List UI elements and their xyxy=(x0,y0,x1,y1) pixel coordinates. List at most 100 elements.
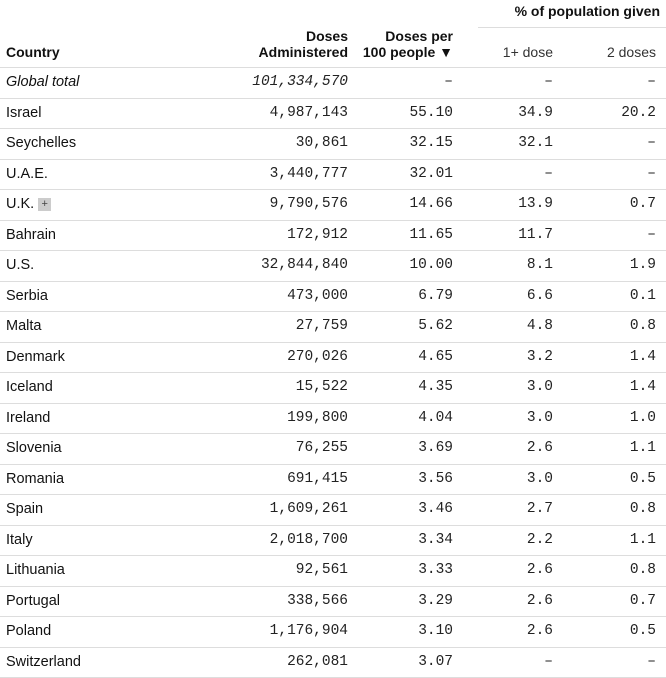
country-name: Denmark xyxy=(6,348,65,365)
country-cell: Portugal xyxy=(6,593,60,609)
table-row: Bahrain 172,912 11.65 11.7 – xyxy=(0,221,666,251)
one-dose-cell: 8.1 xyxy=(526,257,553,273)
population-group-header: % of population given xyxy=(478,0,666,28)
table-row: U.A.E. 3,440,777 32.01 – – xyxy=(0,160,666,190)
doses-cell: 3,440,777 xyxy=(269,165,348,182)
per100-cell: 11.65 xyxy=(409,226,453,243)
country-name: Bahrain xyxy=(6,226,56,243)
per100-cell: 3.29 xyxy=(418,592,453,609)
table-body: Global total 101,334,570 – – – Israel 4,987,14… xyxy=(0,68,666,678)
one-dose-cell: 3.2 xyxy=(526,348,553,365)
country-name: Spain xyxy=(6,501,44,517)
country-cell: Slovenia xyxy=(6,440,62,456)
country-cell: Serbia xyxy=(6,288,48,304)
doses-header[interactable]: Doses Administered xyxy=(259,28,348,60)
one-dose-cell: – xyxy=(544,74,553,90)
table-row: Romania 691,415 3.56 3.0 0.5 xyxy=(0,465,666,495)
country-name: Israel xyxy=(6,104,42,121)
per100-cell: 4.04 xyxy=(418,409,453,426)
table-row: Global total 101,334,570 – – – xyxy=(0,68,666,99)
two-doses-cell: – xyxy=(647,165,656,182)
country-header[interactable]: Country xyxy=(6,44,60,60)
country-name: Iceland xyxy=(6,379,53,395)
expand-button[interactable]: + xyxy=(38,198,52,211)
country-cell: Italy xyxy=(6,532,33,548)
doses-header-line1: Doses xyxy=(305,28,348,44)
one-dose-cell: 2.6 xyxy=(526,562,553,578)
one-dose-cell: – xyxy=(544,653,553,670)
table-row: Malta 27,759 5.62 4.8 0.8 xyxy=(0,312,666,343)
two-doses-cell: 1.0 xyxy=(629,409,656,426)
two-doses-cell: 0.7 xyxy=(629,196,656,212)
two-doses-cell: 0.1 xyxy=(629,287,656,304)
country-cell: Lithuania xyxy=(6,562,65,578)
country-name: Malta xyxy=(6,318,42,334)
table-row: Switzerland 262,081 3.07 – – xyxy=(0,648,666,678)
two-doses-cell: – xyxy=(647,135,656,151)
per100-header-line1: Doses per xyxy=(385,28,453,44)
country-cell: Global total xyxy=(6,74,79,90)
one-dose-header[interactable]: 1+ dose xyxy=(502,44,553,60)
country-cell: Switzerland xyxy=(6,654,81,670)
country-cell: U.A.E. xyxy=(6,166,48,182)
doses-cell: 92,561 xyxy=(295,562,348,578)
doses-cell: 76,255 xyxy=(295,440,348,456)
doses-cell: 9,790,576 xyxy=(269,196,348,212)
country-cell: Ireland xyxy=(6,410,50,426)
table-row: Israel 4,987,143 55.10 34.9 20.2 xyxy=(0,99,666,129)
per100-cell: 4.65 xyxy=(418,348,453,365)
table-row: Denmark 270,026 4.65 3.2 1.4 xyxy=(0,343,666,373)
country-name: U.S. xyxy=(6,257,35,273)
table-row: Slovenia 76,255 3.69 2.6 1.1 xyxy=(0,434,666,465)
country-cell: Denmark xyxy=(6,349,65,365)
per100-cell: 14.66 xyxy=(409,196,453,212)
doses-cell: 473,000 xyxy=(287,287,348,304)
country-name: Global total xyxy=(6,74,80,90)
one-dose-cell: 2.2 xyxy=(526,531,553,548)
two-doses-cell: 20.2 xyxy=(621,104,656,121)
country-cell: Bahrain xyxy=(6,227,56,243)
one-dose-cell: 11.7 xyxy=(518,226,553,243)
doses-cell: 27,759 xyxy=(295,318,348,334)
per100-header[interactable]: Doses per 100 people ▼ xyxy=(363,28,453,60)
country-name: Portugal xyxy=(6,592,61,609)
two-doses-cell: 1.9 xyxy=(629,257,656,273)
one-dose-cell: 13.9 xyxy=(518,196,553,212)
table-row: Spain 1,609,261 3.46 2.7 0.8 xyxy=(0,495,666,526)
per100-cell: 32.15 xyxy=(409,135,453,151)
per100-cell: 3.46 xyxy=(418,501,453,517)
doses-cell: 691,415 xyxy=(287,470,348,487)
country-name: Lithuania xyxy=(6,562,65,578)
per100-header-line2: 100 people ▼ xyxy=(362,44,453,60)
doses-cell: 262,081 xyxy=(287,653,348,670)
country-name: Poland xyxy=(6,623,52,639)
per100-cell: – xyxy=(444,74,453,90)
table-row: Italy 2,018,700 3.34 2.2 1.1 xyxy=(0,526,666,556)
table-header: % of population given Country Doses Admi… xyxy=(0,0,666,68)
table-row: Iceland 15,522 4.35 3.0 1.4 xyxy=(0,373,666,404)
country-name: U.K. xyxy=(6,196,35,212)
table-row: U.S. 32,844,840 10.00 8.1 1.9 xyxy=(0,251,666,282)
per100-cell: 3.34 xyxy=(418,531,453,548)
doses-cell: 101,334,570 xyxy=(252,74,348,90)
table-row: Lithuania 92,561 3.33 2.6 0.8 xyxy=(0,556,666,587)
doses-cell: 172,912 xyxy=(287,226,348,243)
two-doses-cell: 0.8 xyxy=(629,562,656,578)
doses-cell: 1,609,261 xyxy=(269,501,348,517)
country-name: Serbia xyxy=(6,287,48,304)
country-cell: Spain xyxy=(6,501,43,517)
doses-cell: 15,522 xyxy=(295,379,348,395)
one-dose-cell: 2.7 xyxy=(526,501,553,517)
per100-cell: 3.10 xyxy=(418,623,453,639)
country-cell: Iceland xyxy=(6,379,53,395)
one-dose-cell: 6.6 xyxy=(526,287,553,304)
two-doses-header[interactable]: 2 doses xyxy=(606,44,656,60)
per100-cell: 3.33 xyxy=(418,562,453,578)
two-doses-cell: 0.7 xyxy=(629,592,656,609)
one-dose-cell: 34.9 xyxy=(518,104,553,121)
per100-cell: 4.35 xyxy=(418,379,453,395)
country-name: Slovenia xyxy=(6,440,62,456)
one-dose-cell: 3.0 xyxy=(526,409,553,426)
per100-cell: 55.10 xyxy=(409,104,453,121)
